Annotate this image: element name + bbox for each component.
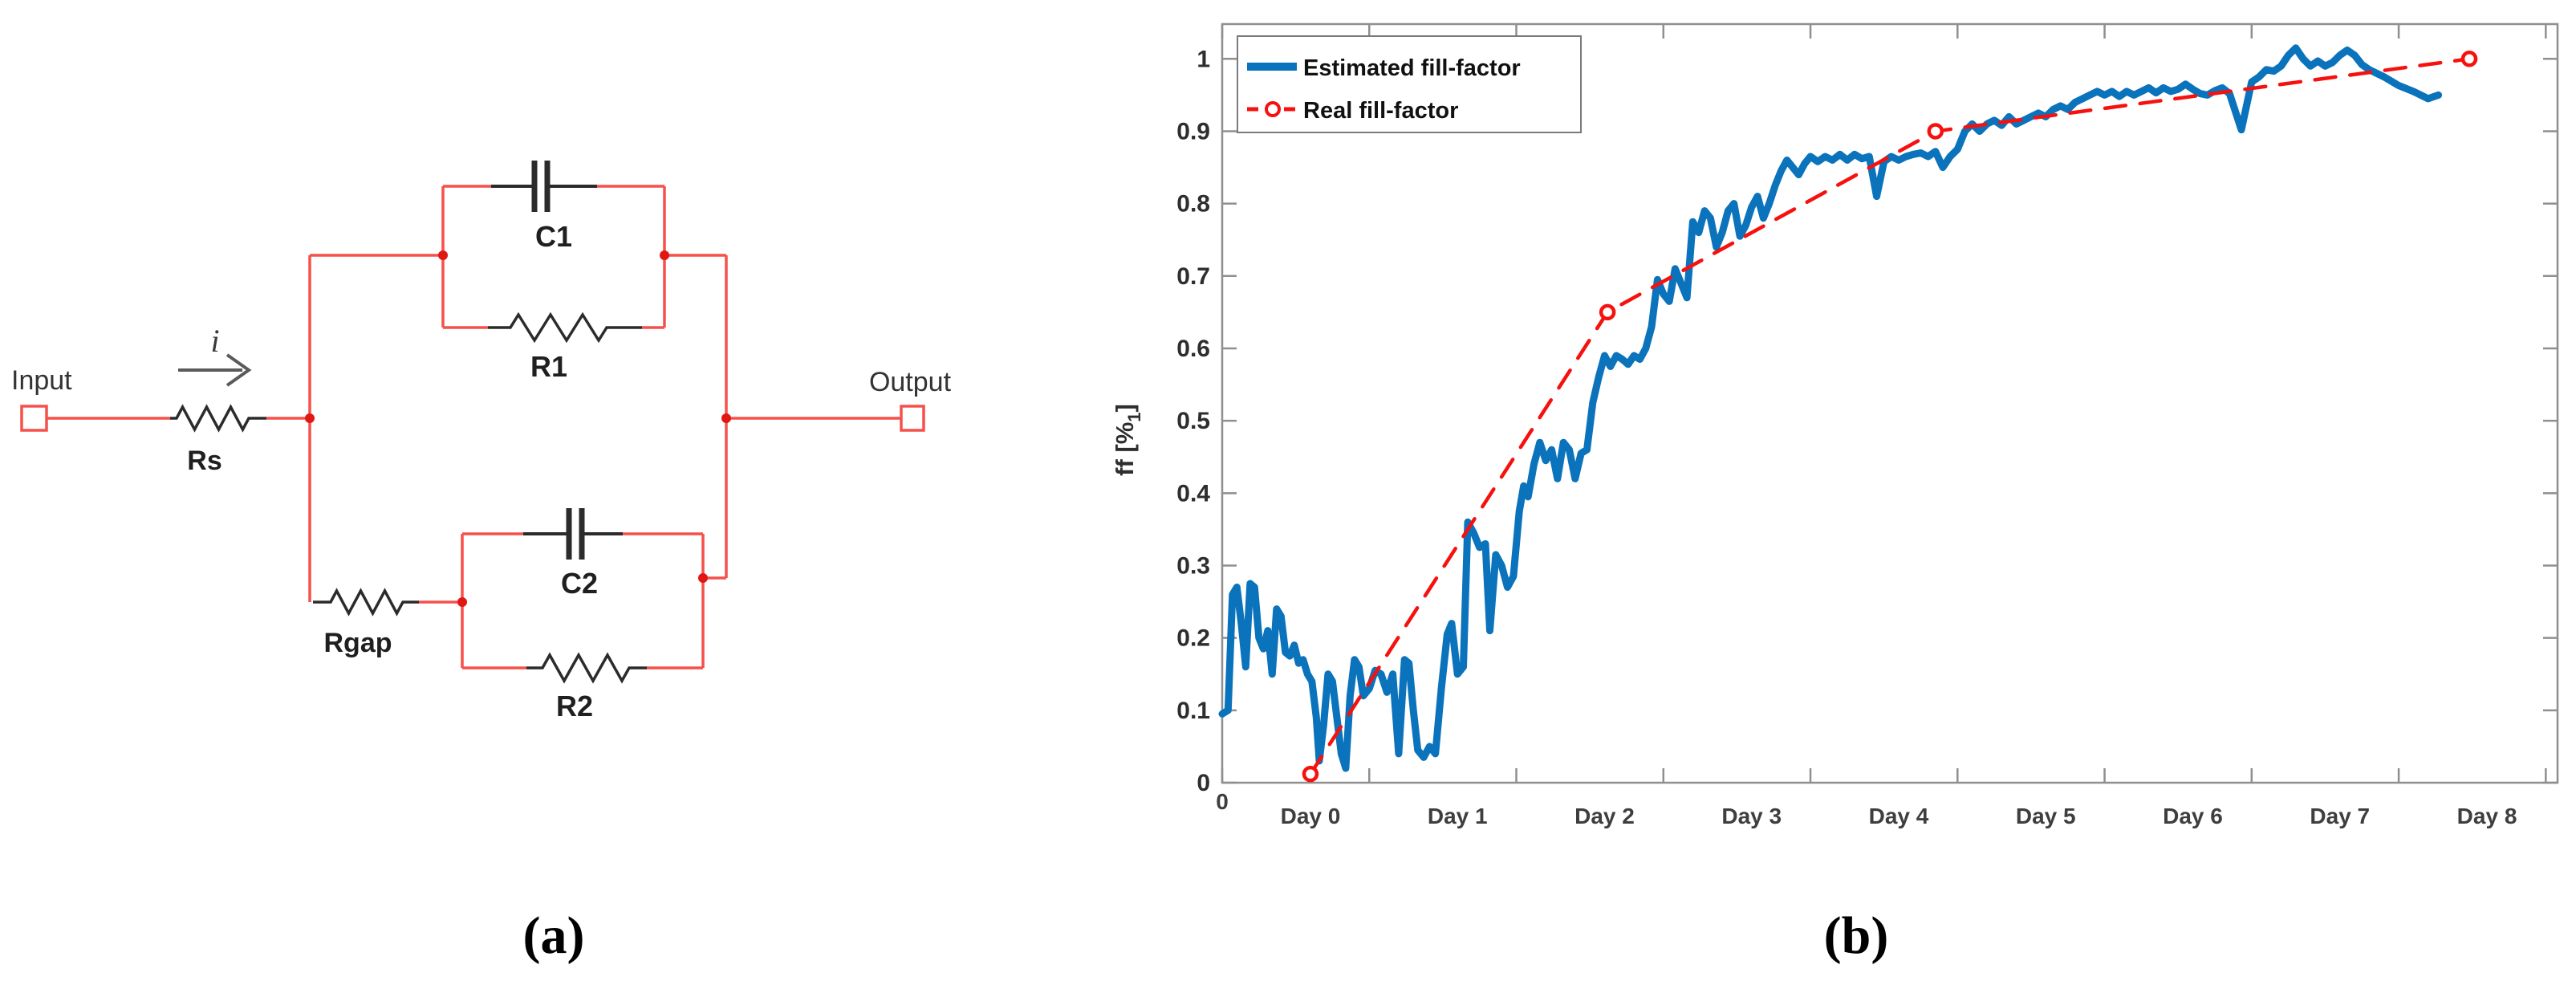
resistor-r1 <box>488 311 642 344</box>
x-tick-label: Day 2 <box>1574 804 1635 828</box>
input-label: Input <box>11 365 72 396</box>
capacitor-c1 <box>491 161 597 212</box>
r1-label: R1 <box>530 350 567 383</box>
rgap-label: Rgap <box>324 628 392 658</box>
real-fill-factor-marker <box>1599 303 1616 321</box>
panel-a-caption: (a) <box>523 906 585 965</box>
c1-label: C1 <box>535 220 572 253</box>
y-tick-label: 0.6 <box>1176 336 1210 362</box>
panel-b-caption: (b) <box>1824 906 1889 965</box>
circuit-diagram: Input Output i Rs C1 R1 Rgap C2 R2 (a) <box>11 161 952 965</box>
y-tick-label: 0.8 <box>1176 191 1210 218</box>
x-tick-label: 0 <box>1216 789 1229 814</box>
x-tick-label: Day 5 <box>2016 804 2076 828</box>
y-tick-label: 0.2 <box>1176 625 1210 652</box>
y-tick-label: 0.1 <box>1176 698 1210 724</box>
current-label: i <box>210 323 219 359</box>
input-terminal <box>20 405 48 432</box>
rs-label: Rs <box>187 446 221 476</box>
resistor-rgap <box>313 588 419 617</box>
x-tick-label: Day 3 <box>1721 804 1782 828</box>
x-tick-label: Day 1 <box>1428 804 1488 828</box>
c2-label: C2 <box>561 567 598 600</box>
estimated-fill-factor-line <box>1218 44 2443 772</box>
current-arrow <box>178 353 252 387</box>
legend: Estimated fill-factor Real fill-factor <box>1237 35 1582 133</box>
resistor-rs <box>170 404 266 433</box>
output-label: Output <box>869 367 952 397</box>
legend-label-real: Real fill-factor <box>1303 98 1458 124</box>
r2-label: R2 <box>556 690 593 722</box>
capacitor-c2 <box>523 508 623 560</box>
fill-factor-chart: 0 0.1 0.2 0.3 0.4 0.5 0.6 0.7 0.8 0.9 1 0 Day 0 Day 1… <box>1111 22 2559 965</box>
x-tick-label: Day 6 <box>2163 804 2223 828</box>
legend-box <box>1237 35 1582 133</box>
y-tick-label: 0.4 <box>1176 480 1210 507</box>
resistor-r2 <box>526 652 647 684</box>
circuit-wires <box>47 185 901 670</box>
output-terminal <box>900 405 925 432</box>
x-tick-label: Day 8 <box>2457 804 2517 828</box>
legend-label-estimated: Estimated fill-factor <box>1303 55 1521 81</box>
y-tick-label: 1 <box>1197 46 1210 72</box>
plot-frame <box>1221 22 2559 784</box>
y-tick-label: 0.5 <box>1176 408 1210 434</box>
real-fill-factor-marker <box>1302 765 1319 783</box>
x-tick-label: Day 4 <box>1869 804 1929 828</box>
y-tick-label: 0 <box>1197 770 1210 796</box>
real-fill-factor-marker <box>1927 123 1944 140</box>
junction-nodes <box>305 250 731 607</box>
y-tick-label: 0.9 <box>1176 118 1210 144</box>
y-tick-label: 0.3 <box>1176 552 1210 579</box>
plot-area: 0 0.1 0.2 0.3 0.4 0.5 0.6 0.7 0.8 0.9 1 0 Day 0 Day 1… <box>1176 22 2559 828</box>
y-tick-label: 0.7 <box>1176 263 1210 290</box>
x-tick-label: Day 0 <box>1281 804 1341 828</box>
legend-marker-real <box>1265 101 1281 117</box>
real-fill-factor-line <box>1308 57 2472 776</box>
x-tick-label: Day 7 <box>2310 804 2370 828</box>
y-axis-label: ff [%1] <box>1111 404 1144 476</box>
real-fill-factor-marker <box>2460 51 2478 67</box>
